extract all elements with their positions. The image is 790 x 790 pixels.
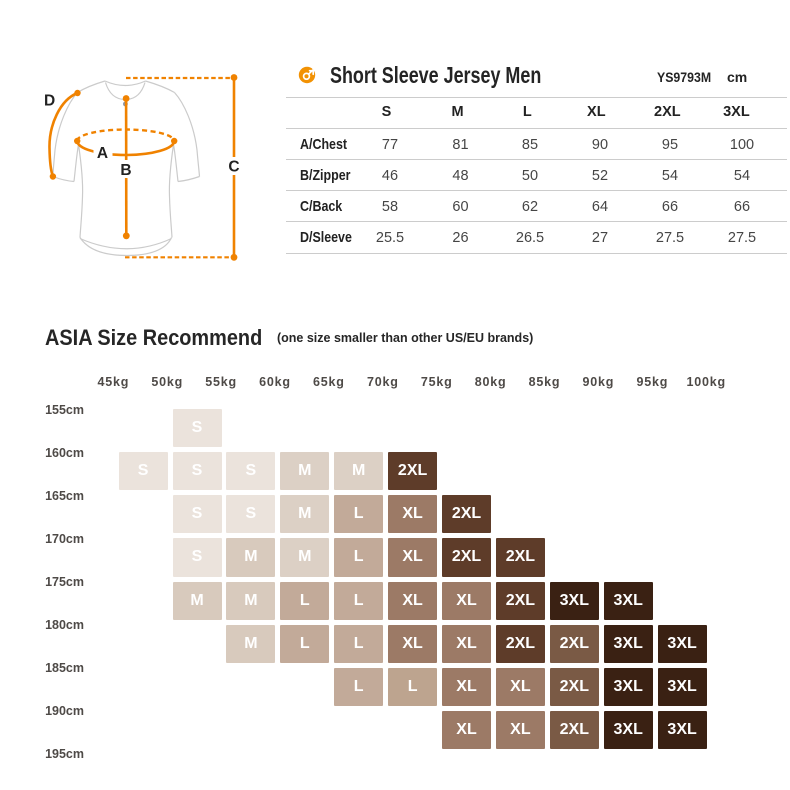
svg-text:A: A: [97, 145, 108, 162]
svg-text:D: D: [44, 93, 55, 110]
svg-text:B: B: [120, 162, 131, 179]
svg-text:C: C: [228, 159, 239, 176]
